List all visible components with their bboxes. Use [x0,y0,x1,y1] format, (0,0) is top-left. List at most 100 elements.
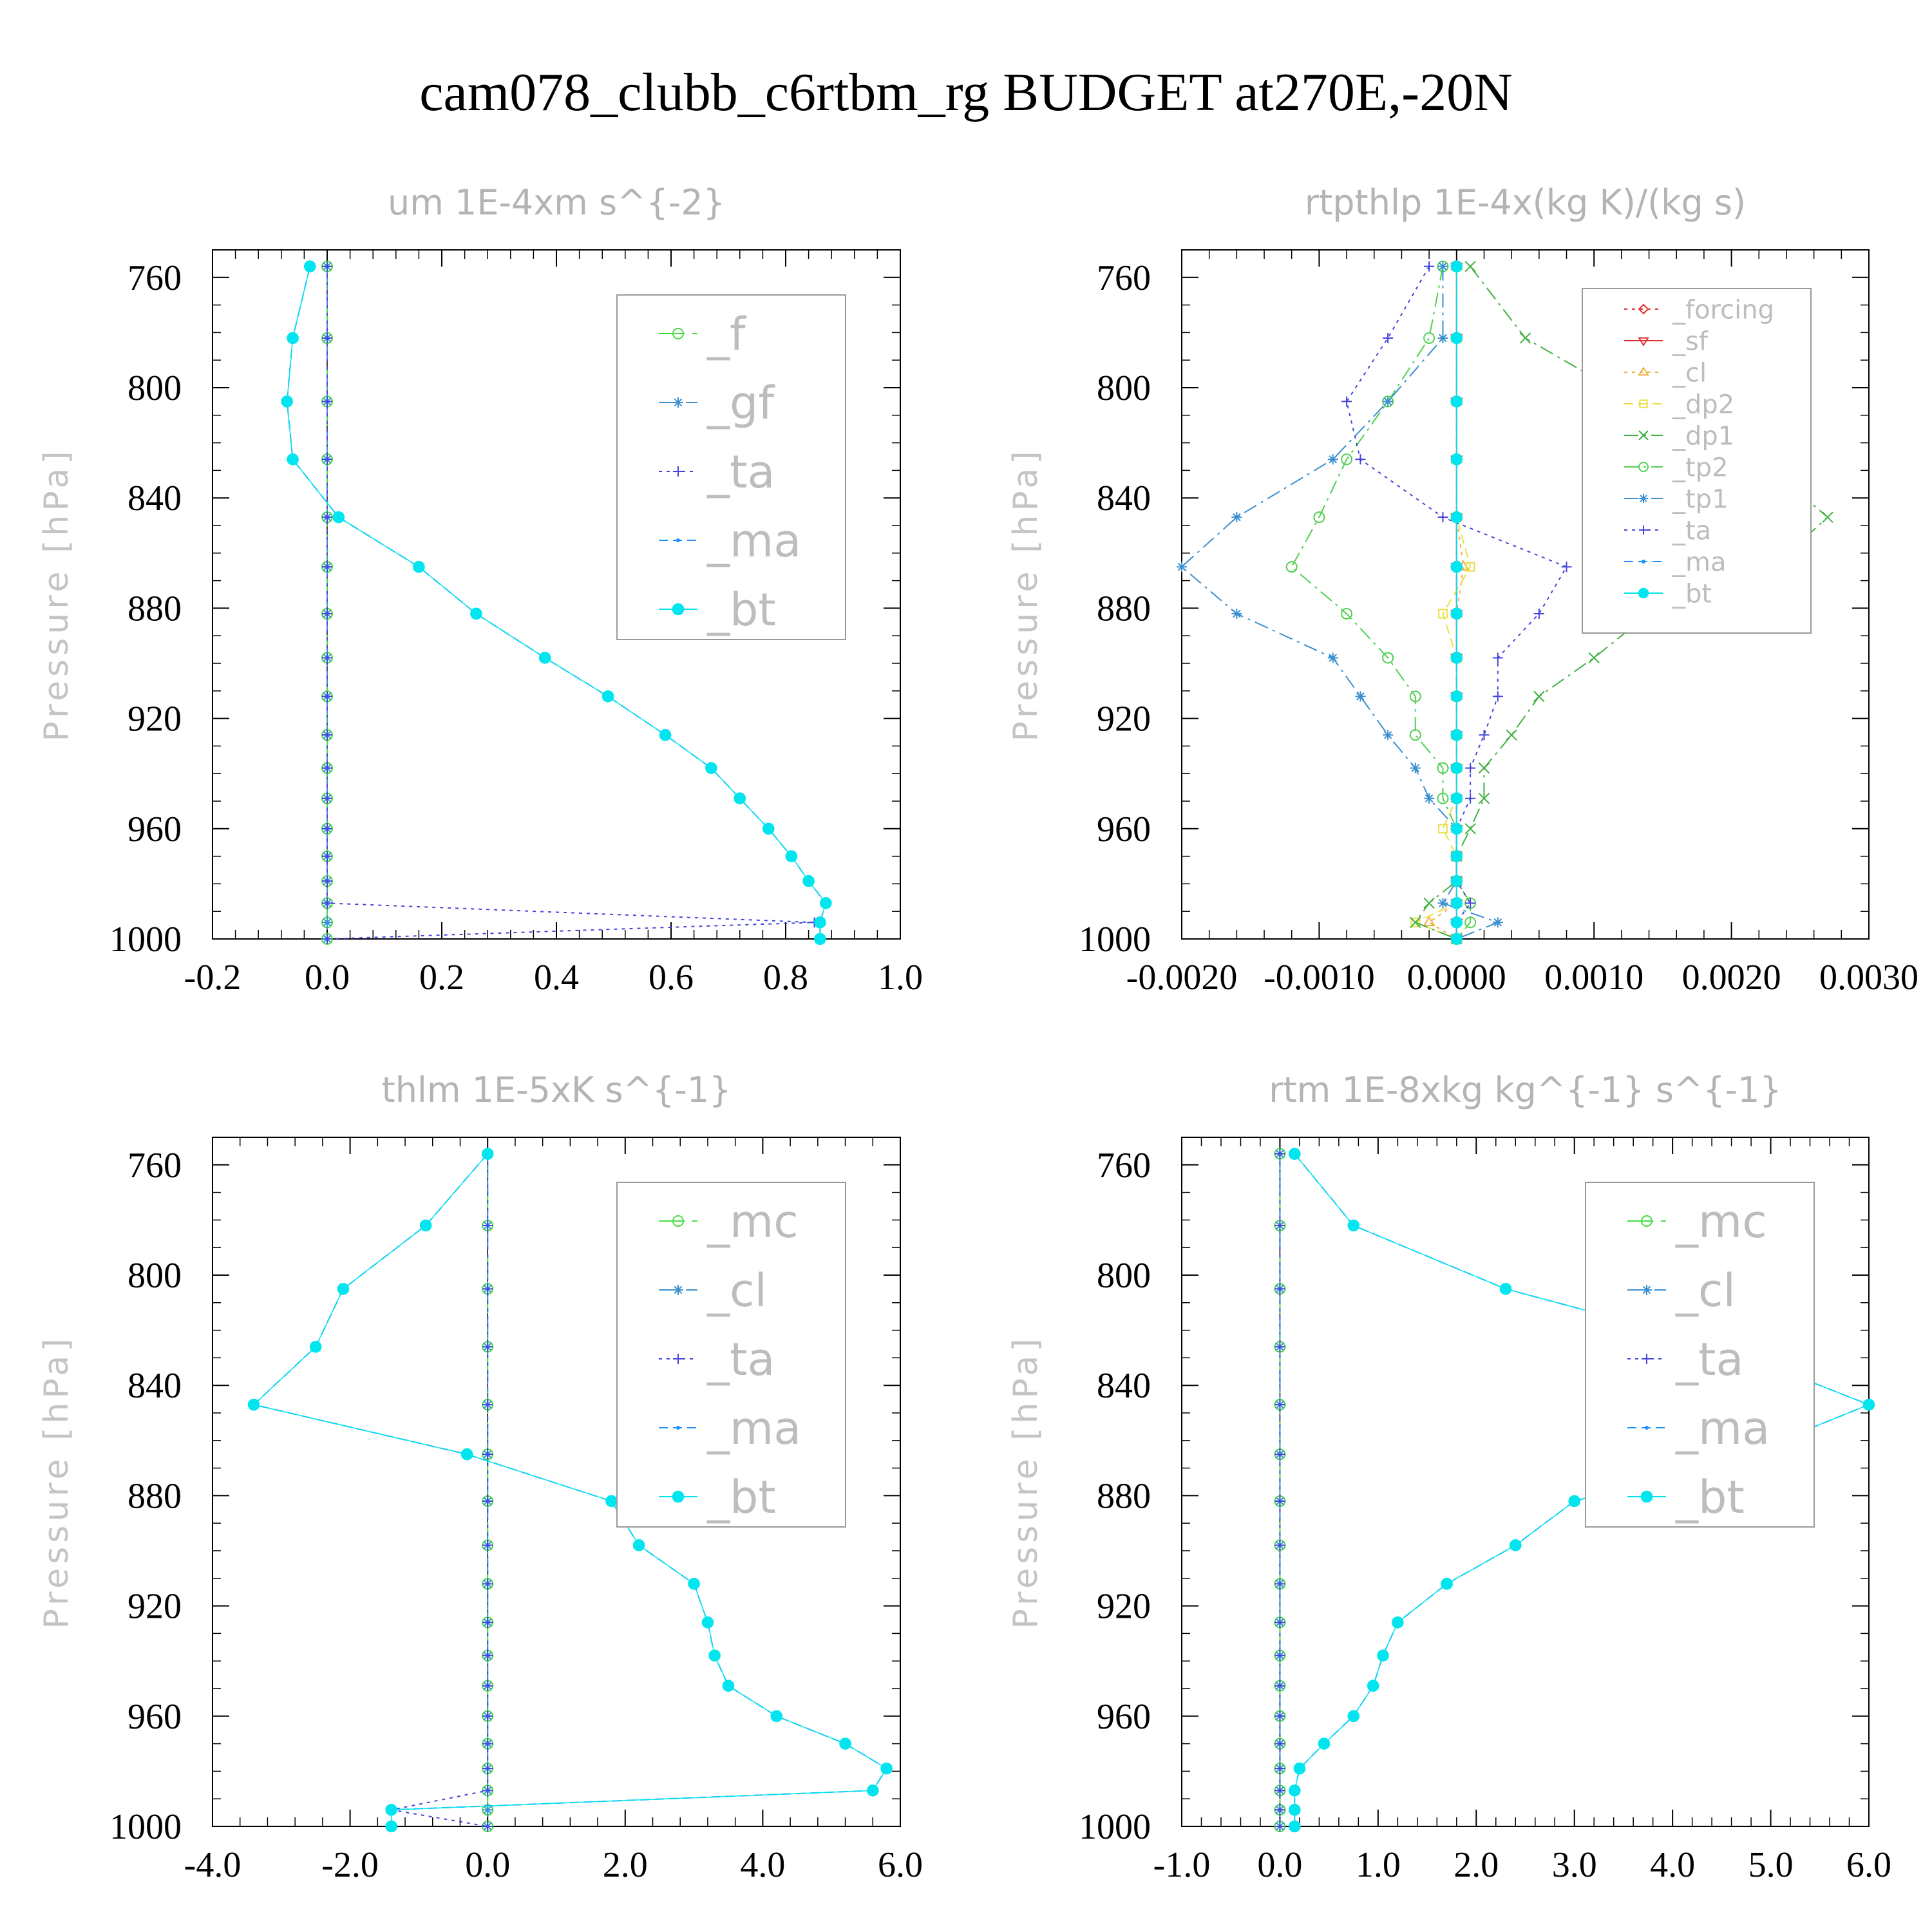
data-point [1274,1617,1285,1628]
data-point [1450,395,1463,408]
data-point [1862,1398,1875,1411]
data-point [322,762,332,773]
data-point [1465,898,1476,909]
data-point [1383,332,1394,343]
data-point [1479,730,1490,741]
data-point [1437,261,1448,272]
data-point [322,793,332,804]
data-point [1383,396,1394,407]
data-point [1274,1283,1285,1294]
y-axis-label: Pressure [hPa] [1007,1335,1045,1629]
x-tick-label: 0.0020 [1682,958,1781,998]
x-tick-label: 0.6 [649,958,694,998]
series-ta [386,1148,493,1832]
data-point [482,1617,493,1628]
data-point [880,1762,893,1775]
x-tick-label: 1.0 [878,958,923,998]
data-point [1499,1283,1512,1295]
data-point [482,1738,493,1749]
data-point [482,1785,493,1796]
y-tick-label: 760 [128,258,182,298]
data-point [482,1710,493,1721]
legend-item: _sf [1624,327,1709,356]
data-point [814,933,826,945]
data-point [839,1738,851,1750]
data-point [1568,1495,1581,1508]
data-point [701,1616,714,1629]
legend-marker [672,1490,685,1503]
panel-4: -1.0 0.0 1.0 2.0 3.0 4.0 5.0 6.0 760 800 840 880 920… [1007,1070,1891,1885]
legend-label: _tp1 [1672,484,1728,514]
legend-label: _cl [706,1264,767,1317]
y-axis-label: Pressure [hPa] [1007,448,1045,742]
data-point [281,395,294,408]
data-point [1450,916,1463,929]
panel-1: -0.2 0.0 0.2 0.4 0.6 0.8 1.0 760 800 840 880 920 960… [37,182,923,998]
x-tick-label: -2.0 [321,1845,379,1885]
legend-label: _bt [1675,1471,1745,1524]
legend-label: _tp2 [1672,453,1728,482]
series-line [1414,266,1472,940]
data-point [1464,260,1476,272]
data-point [632,1539,645,1551]
data-point [1465,762,1476,773]
data-point [322,652,332,663]
data-point [1410,762,1421,773]
data-point [482,1220,493,1231]
data-point [322,512,332,523]
legend-item: _cl [659,1264,767,1317]
legend-box [1585,1182,1815,1528]
x-tick-label: 0.8 [763,958,808,998]
data-point [1492,691,1503,702]
legend-label: _ta [1675,1333,1743,1386]
legend-label: _cl [1675,1264,1736,1317]
legend-item: _bt [659,1471,776,1524]
data-point [1450,762,1463,774]
data-point [1441,1578,1453,1590]
page-title: cam078_clubb_c6rtbm_rg BUDGET at270E,-20… [419,62,1513,122]
legend-marker [676,1426,680,1430]
legend-label: _bt [706,583,776,636]
data-point [762,822,775,835]
legend-label: _gf [706,377,775,430]
x-tick-label: 0.0 [465,1845,510,1885]
data-point [1274,1650,1285,1661]
legend-marker [672,328,684,339]
data-point [1438,824,1448,834]
data-point [1450,933,1463,945]
data-point [460,1448,473,1461]
legend-label: _ma [706,1402,801,1455]
data-point [1464,916,1477,929]
data-point [247,1398,260,1411]
series-bt [247,1148,893,1833]
data-point [1288,1148,1301,1160]
data-point [1464,823,1476,835]
legend-label: _f [706,308,746,361]
data-point [814,916,826,929]
legend-item: _dp2 [1624,390,1734,419]
legend-marker [1638,337,1649,346]
data-point [1347,1219,1360,1232]
data-point [1274,1738,1285,1749]
y-tick-label: 800 [1097,1256,1151,1296]
data-point [722,1680,735,1692]
data-point [1377,1649,1389,1662]
data-point [1367,1680,1379,1692]
panel-title: um 1E-4xm s^{-2} [388,182,725,223]
legend: _mc _cl _ta _ma _bt [1585,1182,1815,1528]
data-point [322,876,332,887]
data-point [322,730,332,741]
y-tick-label: 1000 [1079,1807,1151,1847]
panel-title: rtm 1E-8xkg kg^{-1} s^{-1} [1269,1070,1782,1110]
panel-title: thlm 1E-5xK s^{-1} [382,1070,732,1110]
x-tick-label: -0.2 [184,958,242,998]
data-point [1355,691,1366,702]
legend-label: _ta [1672,516,1711,545]
data-point [337,1283,350,1295]
data-point [1274,1449,1285,1460]
legend-item: _cl [1624,358,1707,388]
x-tick-label: 2.0 [1454,1845,1499,1885]
data-point [1492,652,1503,663]
legend-item: _ta [659,446,775,498]
legend-marker [673,1285,683,1295]
